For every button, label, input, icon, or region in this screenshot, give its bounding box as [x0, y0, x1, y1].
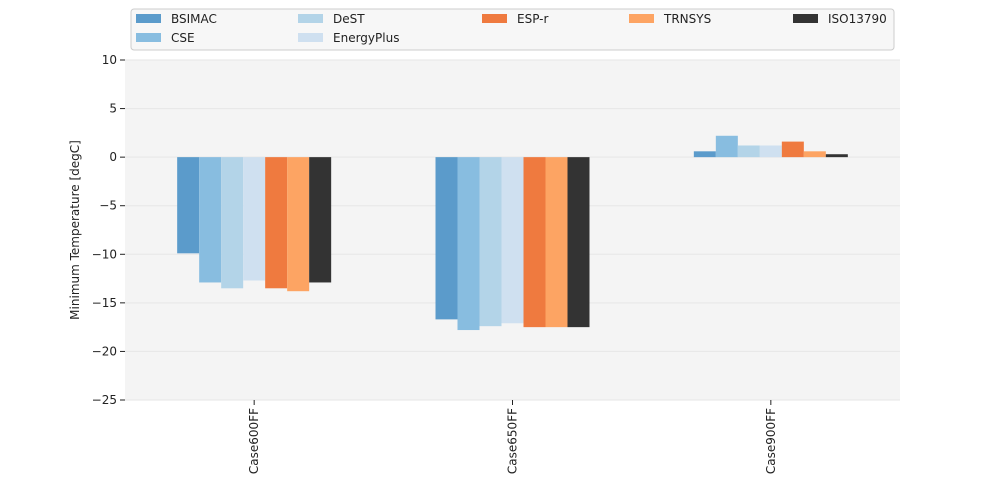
bar-dest-case650ff — [479, 157, 502, 327]
y-tick-label: −25 — [92, 393, 117, 407]
bar-iso13790-case650ff — [567, 157, 590, 328]
bar-bsimac-case600ff — [177, 157, 200, 254]
bar-cse-case650ff — [457, 157, 480, 331]
y-tick-label: −20 — [92, 344, 117, 358]
y-tick-label: −10 — [92, 247, 117, 261]
bar-iso13790-case900ff — [825, 154, 848, 158]
x-tick-label: Case600FF — [247, 408, 261, 474]
legend-swatch-dest — [298, 14, 323, 23]
bar-trnsys-case600ff — [287, 157, 310, 292]
bar-energyplus-case600ff — [243, 157, 266, 281]
bar-iso13790-case600ff — [309, 157, 332, 283]
legend-swatch-bsimac — [136, 14, 161, 23]
legend-label-trnsys: TRNSYS — [663, 12, 711, 26]
bar-esp-r-case900ff — [781, 141, 804, 158]
y-tick-label: 5 — [109, 102, 117, 116]
y-tick-label: 0 — [109, 150, 117, 164]
y-tick-label: 10 — [102, 53, 117, 67]
bar-energyplus-case650ff — [501, 157, 524, 324]
legend-swatch-trnsys — [629, 14, 654, 23]
plot-area: −25 −20 −15 −10 −5 0 5 10 Case600FF Case650FF Case… — [92, 53, 900, 474]
x-tick-label: Case650FF — [506, 408, 520, 474]
bar-cse-case900ff — [715, 135, 738, 158]
bar-esp-r-case600ff — [265, 157, 288, 289]
bar-esp-r-case650ff — [523, 157, 546, 328]
legend-label-iso13790: ISO13790 — [828, 12, 887, 26]
y-tick-label: −5 — [99, 199, 117, 213]
legend-label-dest: DeST — [333, 12, 365, 26]
bar-cse-case600ff — [199, 157, 222, 283]
bar-bsimac-case650ff — [435, 157, 458, 320]
y-tick-label: −15 — [92, 296, 117, 310]
legend-swatch-esp-r — [482, 14, 507, 23]
legend: BSIMAC CSE DeST EnergyPlus ESP-r TRNSYS ISO137… — [130, 8, 895, 51]
legend-swatch-energyplus — [298, 33, 323, 42]
bar-dest-case900ff — [737, 145, 760, 158]
legend-swatch-cse — [136, 33, 161, 42]
legend-label-esp-r: ESP-r — [517, 12, 549, 26]
legend-label-energyplus: EnergyPlus — [333, 31, 399, 45]
bar-energyplus-case900ff — [759, 145, 782, 158]
bar-dest-case600ff — [221, 157, 244, 289]
bar-trnsys-case650ff — [545, 157, 568, 328]
x-tick-label: Case900FF — [764, 408, 778, 474]
bar-trnsys-case900ff — [803, 151, 826, 158]
legend-label-bsimac: BSIMAC — [171, 12, 217, 26]
y-axis-label: Minimum Temperature [degC] — [68, 140, 82, 320]
legend-box — [130, 8, 895, 51]
bar-bsimac-case900ff — [693, 151, 716, 158]
legend-label-cse: CSE — [171, 31, 195, 45]
legend-swatch-iso13790 — [793, 14, 818, 23]
